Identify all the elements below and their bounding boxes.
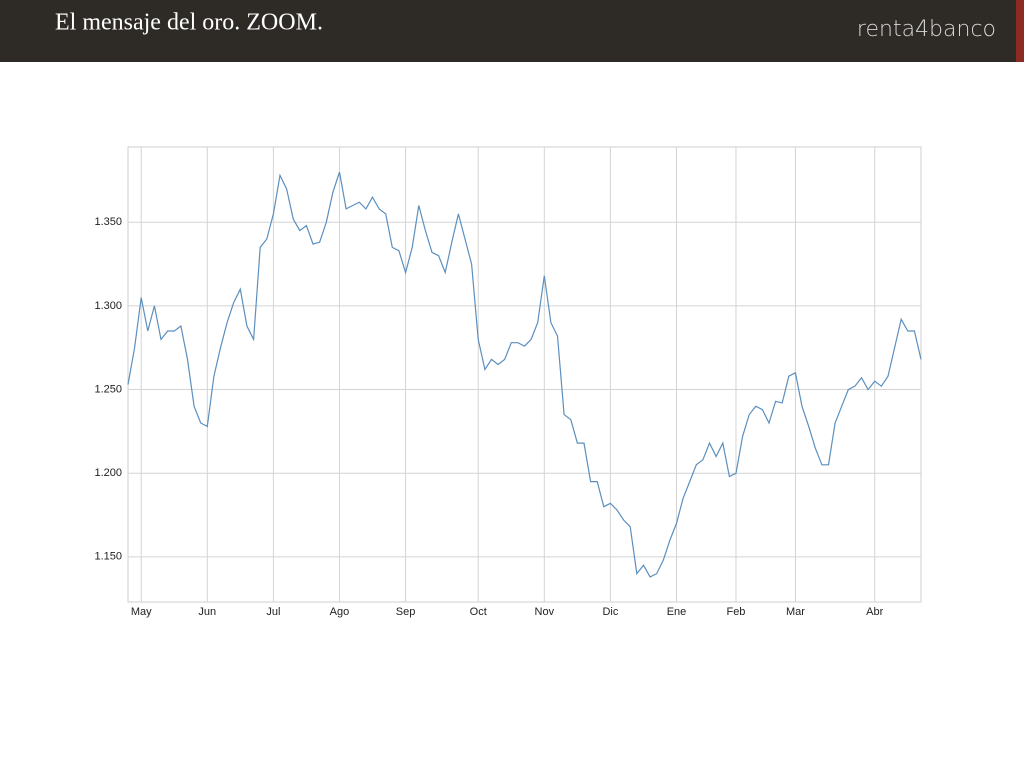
x-tick-label: Sep: [396, 606, 416, 618]
x-tick-label: Jun: [198, 606, 216, 618]
header-accent: [1016, 0, 1024, 62]
y-tick-label: 1.300: [94, 300, 122, 312]
x-tick-label: Jul: [266, 606, 280, 618]
y-tick-label: 1.350: [94, 216, 122, 228]
x-tick-label: Ene: [667, 606, 687, 618]
x-tick-label: Oct: [470, 606, 487, 618]
x-tick-label: Abr: [866, 606, 883, 618]
header-bar: [0, 0, 1024, 62]
plot-area: [127, 146, 922, 603]
y-tick-label: 1.150: [94, 551, 122, 563]
x-tick-label: May: [131, 606, 152, 618]
y-tick-label: 1.200: [94, 467, 122, 479]
logo: renta4banco: [857, 17, 996, 42]
x-tick-label: Nov: [535, 606, 555, 618]
x-tick-label: Feb: [726, 606, 745, 618]
x-tick-label: Mar: [786, 606, 805, 618]
x-tick-label: Ago: [330, 606, 350, 618]
x-tick-label: Dic: [602, 606, 618, 618]
price-line: [127, 171, 922, 578]
slide-title: El mensaje del oro. ZOOM.: [55, 10, 323, 36]
y-tick-label: 1.250: [94, 383, 122, 395]
